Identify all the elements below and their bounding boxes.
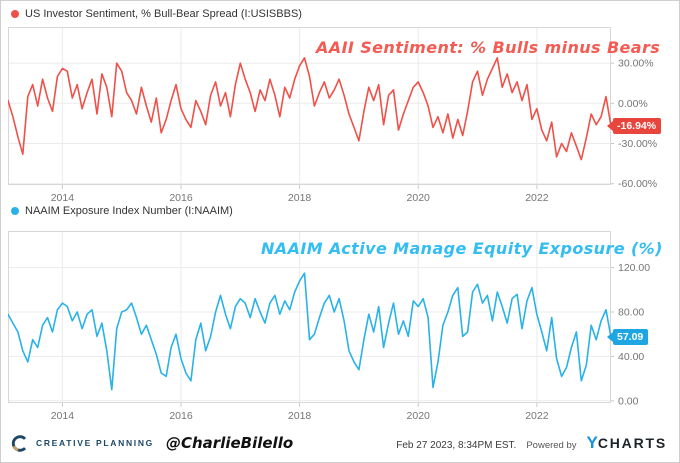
legend-label-aaii: US Investor Sentiment, % Bull-Bear Sprea… [25,8,302,20]
legend-label-naaim: NAAIM Exposure Index Number (I:NAAIM) [25,205,233,217]
ycharts-logo-charts: CHARTS [597,435,667,451]
legend-dot-aaii [11,10,19,18]
svg-text:2016: 2016 [169,192,193,204]
aaii-sentiment-chart: 2014 2016 2018 2020 2022 30.00% 0.00% -30.00% -6… [8,27,657,204]
naaim-exposure-chart: 2014 2016 2018 2020 2022 120.00 80.00 40.00 0.00 [8,231,650,422]
ycharts-logo-y: Y [586,433,598,452]
badge-arrow-left-icon [607,121,613,131]
svg-text:-30.00%: -30.00% [618,138,657,150]
svg-text:2018: 2018 [288,192,312,204]
legend-naaim[interactable]: NAAIM Exposure Index Number (I:NAAIM) [11,205,233,217]
svg-text:2018: 2018 [288,410,312,422]
svg-text:2014: 2014 [51,192,75,204]
ycharts-logo[interactable]: Y CHARTS [586,433,667,452]
svg-text:2020: 2020 [407,192,431,204]
badge-arrow-left-icon [607,332,613,342]
svg-text:120.00: 120.00 [618,262,650,274]
badge-value-aaii: -16.94% [613,118,662,134]
annotation-naaim: NAAIM Active Manage Equity Exposure (%) [261,239,663,258]
svg-text:2020: 2020 [407,410,431,422]
svg-text:30.00%: 30.00% [618,58,654,70]
creative-planning-logo-icon [11,434,27,452]
last-value-badge-aaii: -16.94% [607,118,662,134]
annotation-aaii: AAII Sentiment: % Bulls minus Bears [316,38,661,57]
powered-by-label: Powered by [526,440,577,451]
svg-text:2022: 2022 [525,192,549,204]
svg-text:2022: 2022 [525,410,549,422]
legend-dot-naaim [11,207,19,215]
svg-text:2016: 2016 [169,410,193,422]
twitter-handle[interactable]: @CharlieBilello [166,434,294,452]
svg-text:0.00%: 0.00% [618,98,648,110]
legend-aaii[interactable]: US Investor Sentiment, % Bull-Bear Sprea… [11,8,302,20]
footer: CREATIVE PLANNING @CharlieBilello Feb 27… [1,430,679,456]
svg-text:2014: 2014 [51,410,75,422]
svg-text:40.00: 40.00 [618,351,644,363]
svg-text:0.00: 0.00 [618,395,639,407]
svg-text:-60.00%: -60.00% [618,178,657,190]
badge-value-naaim: 57.09 [613,329,649,345]
creative-planning-wordmark: CREATIVE PLANNING [36,438,154,448]
timestamp: Feb 27 2023, 8:34PM EST. [396,440,517,451]
svg-text:80.00: 80.00 [618,307,644,319]
last-value-badge-naaim: 57.09 [607,329,649,345]
